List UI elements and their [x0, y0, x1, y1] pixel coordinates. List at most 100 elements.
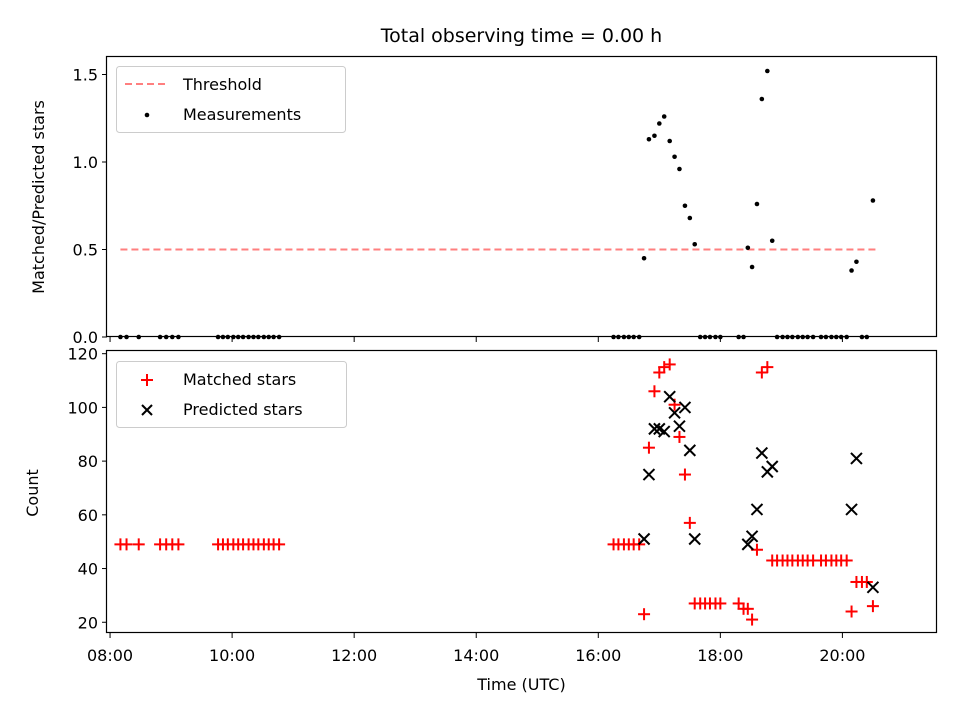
predicted-star-point: [648, 422, 661, 436]
x-tick-label: 12:00: [331, 646, 377, 665]
matched-star-point: [658, 361, 671, 374]
matched-star-point: [638, 608, 651, 621]
y-tick-label: 60: [78, 506, 98, 525]
predicted-star-point: [741, 538, 755, 551]
matched-star-point: [642, 441, 655, 454]
matched-star-point: [714, 597, 727, 610]
measurement-point: [870, 198, 876, 203]
ratio-x-ticks: [109, 337, 843, 342]
count-y-ticks: 20 40 60 80 100 120: [67, 345, 107, 632]
y-tick-label: 1.5: [73, 66, 98, 85]
matched-star-point: [663, 358, 676, 371]
count-legend-box: [116, 361, 347, 428]
x-tick-label: 20:00: [819, 646, 865, 665]
count-panel: 20 40 60 80 100 120 08:00 10:00 12:00 14:00 16:00…: [23, 345, 938, 694]
ratio-y-ticks: 0.0 0.5 1.0 1.5: [73, 66, 107, 347]
y-tick-label: 40: [78, 560, 98, 579]
measurement-point: [759, 96, 765, 102]
predicted-star-point: [678, 401, 692, 414]
predicted-legend-label: Predicted stars: [183, 400, 303, 419]
x-tick-label: 14:00: [453, 646, 499, 665]
ratio-legend-box: [116, 66, 346, 133]
ratio-panel: 0.0 0.5 1.0 1.5 Matched/Predicted stars Thr…: [29, 55, 938, 347]
predicted-star-point: [673, 419, 686, 433]
matched-star-point: [648, 385, 661, 398]
measurement-point: [765, 68, 770, 74]
matched-star-point: [755, 366, 768, 379]
matched-star-point: [132, 538, 145, 551]
measurement-point: [667, 138, 672, 144]
measurement-point: [749, 264, 755, 270]
measurement-point: [652, 133, 657, 139]
figure-title: Total observing time = 0.00 h: [380, 25, 662, 47]
matched-star-point: [866, 600, 879, 613]
count-legend: Matched stars Predicted stars: [116, 361, 347, 428]
matched-star-point: [761, 361, 774, 374]
y-tick-label: 1.0: [73, 153, 98, 172]
predicted-star-point: [745, 530, 759, 543]
measurement-point: [672, 154, 677, 160]
y-tick-label: 80: [78, 452, 98, 471]
measurements-legend-label: Measurements: [183, 105, 301, 124]
measurement-point: [641, 255, 647, 261]
predicted-star-point: [642, 468, 656, 481]
matched-star-point: [678, 468, 691, 481]
x-axis-title: Time (UTC): [476, 675, 565, 694]
count-panel-frame: [105, 349, 938, 634]
matched-star-point: [673, 430, 686, 443]
threshold-legend-label: Threshold: [182, 75, 262, 94]
count-plot-area: [114, 358, 880, 626]
x-tick-label: 16:00: [575, 646, 621, 665]
measurement-point: [745, 245, 751, 251]
predicted-star-point: [663, 390, 676, 403]
matched-star-point: [746, 613, 759, 626]
measurement-point: [677, 166, 682, 172]
matched-star-point: [273, 538, 286, 551]
predicted-legend-marker: [141, 404, 153, 416]
matched-star-point: [120, 538, 133, 551]
matched-star-point: [845, 605, 858, 618]
predicted-star-point: [850, 452, 863, 465]
matched-legend-marker: [141, 374, 153, 386]
ratio-y-axis-title: Matched/Predicted stars: [29, 100, 48, 294]
measurement-point: [692, 241, 698, 247]
predicted-star-point: [637, 532, 651, 546]
count-y-axis-title: Count: [23, 469, 42, 517]
predicted-star-point: [866, 581, 880, 594]
measurement-point: [657, 121, 662, 126]
y-tick-label: 0.0: [73, 328, 98, 347]
ratio-panel-frame: [105, 55, 938, 338]
ratio-legend: Threshold Measurements: [116, 66, 346, 133]
predicted-star-point: [683, 444, 697, 457]
y-tick-label: 120: [67, 345, 98, 364]
measurement-point: [682, 203, 688, 209]
measurement-point: [646, 136, 652, 142]
x-tick-label: 18:00: [697, 646, 743, 665]
measurement-point: [754, 201, 760, 207]
matched-star-point: [172, 538, 185, 551]
measurements-legend-marker: [144, 112, 150, 118]
y-tick-label: 20: [78, 613, 98, 632]
matched-star-point: [840, 554, 853, 567]
matched-star-point: [860, 575, 873, 588]
count-x-ticks: 08:00 10:00 12:00 14:00 16:00 18:00 20:00: [87, 633, 865, 665]
x-tick-label: 08:00: [87, 646, 133, 665]
predicted-star-point: [657, 425, 671, 438]
matched-legend-label: Matched stars: [183, 370, 296, 389]
matched-star-point: [683, 516, 696, 529]
predicted-star-point: [766, 460, 779, 473]
measurement-point: [687, 215, 693, 221]
measurement-point: [661, 114, 667, 119]
measurement-point: [769, 238, 775, 244]
matched-star-point: [741, 602, 754, 615]
measurement-point: [854, 259, 859, 265]
predicted-star-point: [668, 406, 681, 419]
predicted-star-point: [755, 446, 769, 460]
predicted-star-point: [688, 532, 701, 546]
y-tick-label: 0.5: [73, 241, 98, 260]
y-tick-label: 100: [67, 398, 98, 417]
predicted-star-point: [750, 503, 764, 516]
x-tick-label: 10:00: [209, 646, 255, 665]
measurement-point: [849, 268, 854, 273]
